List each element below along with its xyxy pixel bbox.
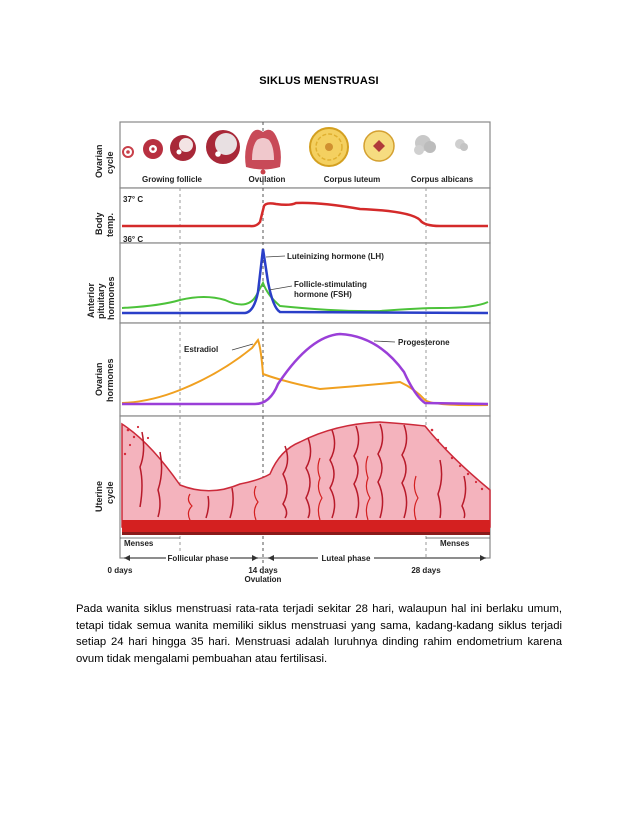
progesterone-label: Progesterone [398, 338, 450, 347]
day-0-label: 0 days [108, 566, 133, 575]
stage-label-ovulation: Ovulation [249, 175, 286, 184]
svg-text:cycle: cycle [105, 481, 115, 504]
progesterone-curve [122, 332, 489, 406]
row-label-uterine: Uterine cycle [94, 481, 115, 512]
follicle-stage-2 [143, 139, 163, 159]
svg-text:cycle: cycle [105, 151, 115, 174]
cycle-diagram: Ovarian cycle Body temp. Anterior pituit… [86, 121, 491, 584]
follicular-phase-label: Follicular phase [168, 554, 229, 563]
pituitary-panel [119, 242, 491, 324]
row-label-pituitary: Anterior pituitary hormones [86, 276, 116, 320]
svg-text:Uterine: Uterine [94, 481, 104, 512]
temp-low-label: 36° C [123, 235, 143, 244]
estradiol-curve [121, 337, 489, 407]
body-temp-panel [119, 187, 491, 244]
day-28-label: 28 days [411, 566, 441, 575]
lh-label: Luteinizing hormone (LH) [287, 252, 384, 261]
svg-text:hormones: hormones [105, 358, 115, 402]
row-label-body-temp: Body temp. [94, 213, 115, 238]
ovulation-day-label: Ovulation [245, 575, 282, 584]
follicular-phase-arrow [124, 552, 258, 563]
corpus-albicans-small [455, 139, 468, 151]
fsh-label-line-1: Follicle-stimulating [294, 280, 367, 289]
endometrium-lining [121, 421, 491, 535]
luteal-phase-label: Luteal phase [322, 554, 371, 563]
stage-label-growing-follicle: Growing follicle [142, 175, 203, 184]
svg-text:temp.: temp. [105, 213, 115, 237]
menses-left-label: Menses [124, 539, 154, 548]
follicle-stage-3 [170, 135, 196, 161]
corpus-albicans-large [414, 135, 436, 155]
svg-text:Body: Body [94, 213, 104, 236]
svg-text:Ovarian: Ovarian [94, 144, 104, 178]
svg-text:Anterior: Anterior [86, 283, 96, 319]
menses-right-label: Menses [440, 539, 470, 548]
follicle-stage-4 [206, 130, 240, 164]
follicle-stage-1 [122, 146, 134, 158]
corpus-luteum-large [309, 127, 349, 167]
fsh-label-line-2: hormone (FSH) [294, 290, 352, 299]
svg-text:Ovarian: Ovarian [94, 362, 104, 396]
svg-text:pituitary: pituitary [96, 283, 106, 319]
stage-label-corpus-luteum: Corpus luteum [324, 175, 380, 184]
menstrual-cycle-figure: Ovarian cycle Body temp. Anterior pituit… [80, 112, 500, 590]
svg-text:hormones: hormones [106, 276, 116, 320]
ovulation-follicle [245, 129, 281, 175]
lh-curve [122, 248, 489, 315]
row-label-ovarian-cycle: Ovarian cycle [94, 144, 115, 178]
row-label-ovarian-hormones: Ovarian hormones [94, 358, 115, 402]
temp-high-label: 37° C [123, 195, 143, 204]
document-title: SIKLUS MENSTRUASI [259, 75, 379, 87]
corpus-luteum-small [363, 130, 395, 162]
day-14-label: 14 days [248, 566, 278, 575]
body-temp-curve [122, 201, 488, 228]
ovarian-hormones-panel [119, 322, 491, 417]
luteal-phase-arrow [268, 552, 486, 563]
estradiol-label: Estradiol [184, 345, 218, 354]
stage-label-corpus-albicans: Corpus albicans [411, 175, 474, 184]
body-paragraph: Pada wanita siklus menstruasi rata-rata … [76, 603, 562, 665]
